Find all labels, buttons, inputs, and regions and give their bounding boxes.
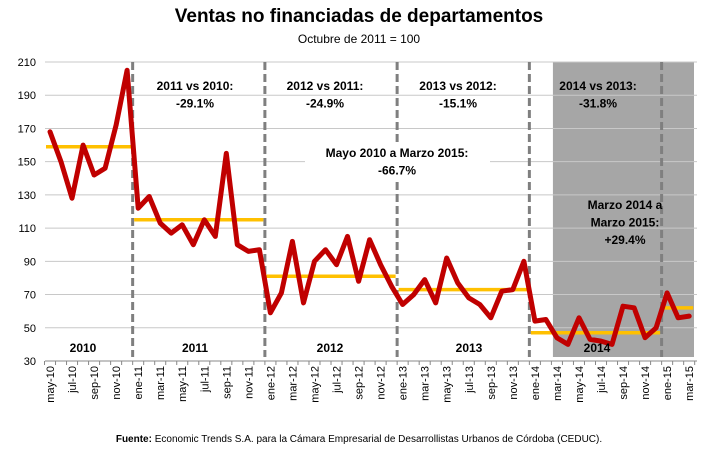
- y-tick-label: 30: [24, 356, 36, 368]
- x-tick-label: nov-11: [243, 366, 255, 399]
- y-tick-label: 210: [18, 57, 36, 69]
- x-tick-label: nov-10: [111, 366, 123, 400]
- annotation-2014: -31.8%: [579, 97, 617, 111]
- annotation-background: [305, 142, 490, 178]
- y-tick-label: 150: [18, 157, 36, 169]
- y-tick-label: 50: [24, 323, 36, 335]
- x-tick-label: sep-14: [618, 366, 630, 400]
- source-text: Economic Trends S.A. para la Cámara Empr…: [152, 434, 602, 445]
- x-tick-label: may-13: [442, 366, 454, 403]
- annotation-2013: -15.1%: [439, 97, 477, 111]
- x-tick-label: nov-13: [508, 366, 520, 400]
- x-tick-label: ene-12: [265, 366, 277, 400]
- x-tick-label: sep-11: [221, 366, 233, 399]
- year-label: 2013: [456, 341, 483, 355]
- annotation-2012: 2012 vs 2011:: [287, 79, 364, 93]
- annotation-2013: 2013 vs 2012:: [419, 79, 496, 93]
- y-tick-label: 130: [18, 190, 36, 202]
- x-tick-label: mar-11: [155, 366, 167, 400]
- year-label: 2010: [70, 341, 97, 355]
- annotation-2011: 2011 vs 2010:: [157, 79, 234, 93]
- x-tick-label: ene-15: [662, 366, 674, 400]
- y-tick-label: 70: [24, 290, 36, 302]
- x-tick-label: nov-12: [376, 366, 388, 400]
- annotation-total: Mayo 2010 a Marzo 2015:: [326, 146, 469, 160]
- x-tick-label: ene-13: [398, 366, 410, 400]
- year-label: 2011: [182, 341, 208, 355]
- y-tick-label: 170: [18, 123, 36, 135]
- x-tick-label: may-11: [177, 366, 189, 402]
- annotation-total: -66.7%: [378, 164, 416, 178]
- year-label: 2012: [317, 341, 344, 355]
- annotation-2012: -24.9%: [306, 97, 344, 111]
- annotation-last: Marzo 2014 a: [588, 198, 663, 212]
- x-tick-label: jul-11: [199, 366, 211, 393]
- chart-title: Ventas no financiadas de departamentos: [175, 6, 544, 27]
- x-tick-label: sep-10: [89, 366, 101, 400]
- x-tick-label: mar-14: [552, 366, 564, 401]
- x-tick-label: jul-14: [596, 366, 608, 394]
- annotation-last: Marzo 2015:: [591, 216, 660, 230]
- year-label: 2014: [584, 341, 611, 355]
- chart-subtitle: Octubre de 2011 = 100: [298, 32, 421, 46]
- y-tick-label: 90: [24, 256, 36, 268]
- x-tick-label: mar-13: [420, 366, 432, 401]
- x-tick-label: mar-12: [287, 366, 299, 401]
- x-tick-label: jul-13: [464, 366, 476, 394]
- y-tick-label: 190: [18, 90, 36, 102]
- source-footer: Fuente: Economic Trends S.A. para la Cám…: [116, 434, 602, 445]
- x-tick-label: mar-15: [684, 366, 696, 401]
- x-tick-label: may-14: [574, 366, 586, 403]
- x-tick-label: jul-12: [332, 366, 344, 394]
- x-tick-label: sep-12: [354, 366, 366, 400]
- x-tick-label: may-10: [45, 366, 57, 403]
- annotation-last: +29.4%: [604, 233, 645, 247]
- x-tick-label: nov-14: [640, 366, 652, 400]
- x-tick-label: sep-13: [486, 366, 498, 400]
- source-label: Fuente:: [116, 434, 152, 445]
- annotation-2014: 2014 vs 2013:: [559, 79, 636, 93]
- x-tick-label: ene-14: [530, 366, 542, 400]
- x-tick-label: may-12: [309, 366, 321, 403]
- x-tick-label: ene-11: [133, 366, 145, 399]
- y-tick-label: 110: [18, 223, 36, 235]
- x-tick-label: jul-10: [67, 366, 79, 394]
- annotation-2011: -29.1%: [176, 97, 214, 111]
